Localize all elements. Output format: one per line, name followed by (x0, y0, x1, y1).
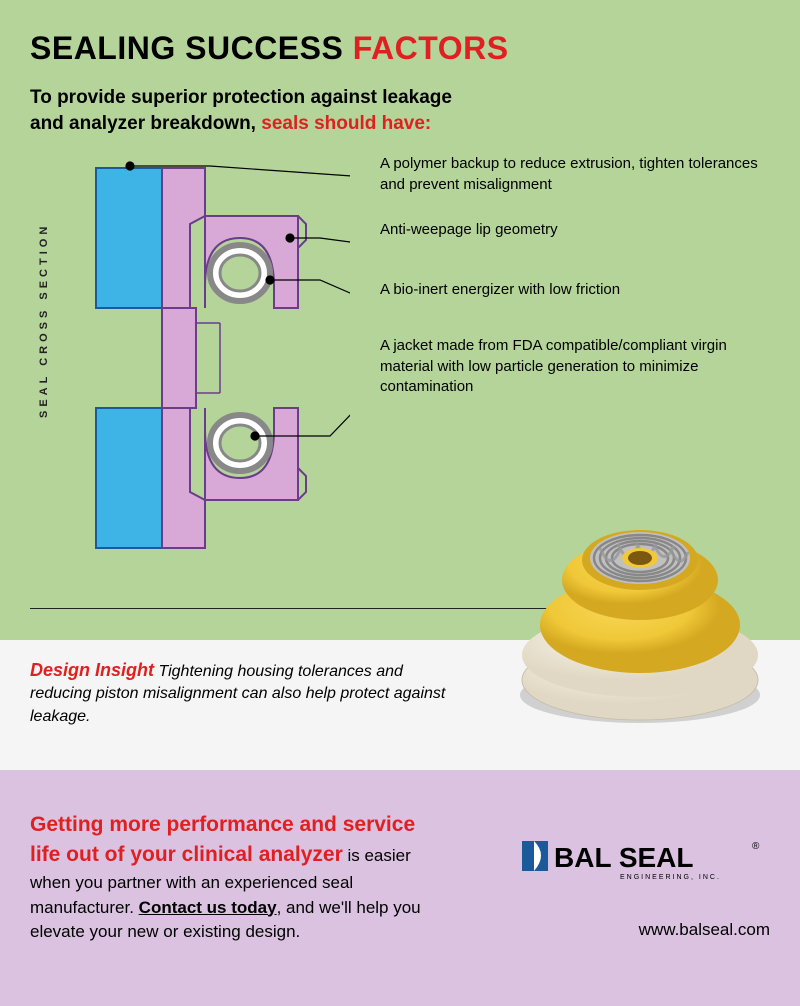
logo-subtext: ENGINEERING, INC. (620, 874, 721, 881)
logo-area: BAL SEAL ® ENGINEERING, INC. www.balseal… (520, 835, 770, 940)
callout-energizer: A bio-inert energizer with low friction (380, 280, 780, 306)
page-title: SEALING SUCCESS FACTORS (30, 30, 770, 67)
lip-top (298, 216, 306, 248)
contact-us-link[interactable]: Contact us today (139, 898, 277, 917)
seal-product-image (500, 460, 780, 740)
seal-cross-section-diagram (90, 158, 350, 558)
insight-section: Design Insight Tightening housing tolera… (0, 640, 800, 770)
logo-text: BAL SEAL (554, 842, 694, 873)
jacket-top-left (162, 168, 205, 308)
callout-polymer-backup: A polymer backup to reduce extrusion, ti… (380, 154, 780, 202)
callout-lip-geometry: Anti-weepage lip geometry (380, 220, 780, 246)
lead-paragraph: To provide superior protection against l… (30, 85, 770, 136)
jacket-center (162, 308, 196, 408)
seal-cross-section-label: SEAL CROSS SECTION (38, 223, 50, 418)
design-insight-paragraph: Design Insight Tightening housing tolera… (30, 658, 450, 728)
website-url[interactable]: www.balseal.com (520, 920, 770, 940)
cta-paragraph: Getting more performance and service lif… (30, 810, 450, 945)
lead-line-2b: seals should have: (261, 113, 431, 134)
polymer-backup-top (96, 168, 162, 308)
insight-lead: Design Insight (30, 660, 154, 680)
lead-line-2a: and analyzer breakdown, (30, 113, 261, 134)
lip-bottom (298, 468, 306, 500)
product-bore (628, 551, 652, 565)
jacket-bottom-left (162, 408, 205, 548)
lead-line-1: To provide superior protection against l… (30, 87, 452, 108)
svg-text:®: ® (752, 841, 760, 852)
balseal-logo: BAL SEAL ® ENGINEERING, INC. (520, 835, 770, 885)
title-part-2: FACTORS (353, 30, 509, 66)
callout-list: A polymer backup to reduce extrusion, ti… (380, 158, 780, 415)
callout-jacket: A jacket made from FDA compatible/compli… (380, 336, 780, 397)
polymer-backup-bottom (96, 408, 162, 548)
bottom-section: Getting more performance and service lif… (0, 770, 800, 1006)
title-part-1: SEALING SUCCESS (30, 30, 353, 66)
